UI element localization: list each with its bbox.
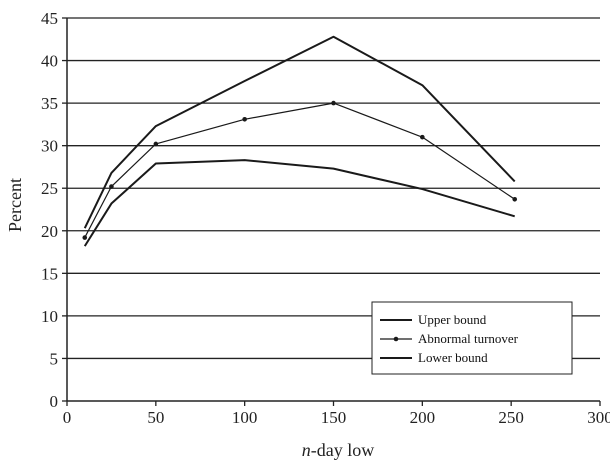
x-tick-label-150: 150 <box>321 408 347 427</box>
x-axis-title: n-day low <box>302 440 374 460</box>
x-tick-label-300: 300 <box>587 408 610 427</box>
legend-item-abnormal-turnover: Abnormal turnover <box>380 331 519 346</box>
legend-item-lower-bound: Lower bound <box>380 350 488 365</box>
series-line-upper-bound <box>83 35 516 229</box>
y-tick-label-25: 25 <box>41 179 58 198</box>
y-axis-title: Percent <box>5 178 25 232</box>
x-tick-label-100: 100 <box>232 408 258 427</box>
data-point-abnormal-turnover-6 <box>512 196 518 202</box>
data-point-abnormal-turnover-4 <box>331 100 336 106</box>
series-line-lower-bound <box>83 159 516 247</box>
x-tick-label-250: 250 <box>498 408 524 427</box>
axes <box>66 18 600 402</box>
x-tick-label-0: 0 <box>63 408 72 427</box>
legend-label-abnormal-turnover: Abnormal turnover <box>418 331 519 346</box>
legend-box <box>371 301 573 375</box>
y-tick-label-5: 5 <box>50 349 59 368</box>
legend-marker-abnormal-turnover <box>393 336 399 342</box>
data-point-abnormal-turnover-5 <box>420 134 425 140</box>
legend-item-upper-bound: Upper bound <box>380 312 487 327</box>
y-tick-label-20: 20 <box>41 222 58 241</box>
data-point-abnormal-turnover-2 <box>153 141 159 147</box>
y-tick-label-40: 40 <box>41 52 58 71</box>
data-point-abnormal-turnover-3 <box>242 116 247 122</box>
y-tick-label-45: 45 <box>41 9 58 28</box>
data-point-abnormal-turnover-1 <box>109 184 114 189</box>
y-tick-labels: 0 5 10 15 20 25 30 35 40 45 <box>41 9 58 411</box>
x-axis-title-rest: -day low <box>311 440 374 460</box>
y-tick-label-0: 0 <box>50 392 59 411</box>
y-tick-label-30: 30 <box>41 137 58 156</box>
legend: Upper bound Abnormal turnover Lower boun… <box>371 301 573 375</box>
legend-label-lower-bound: Lower bound <box>418 350 488 365</box>
x-tick-label-50: 50 <box>147 408 164 427</box>
y-tick-label-35: 35 <box>41 94 58 113</box>
x-tick-label-200: 200 <box>410 408 436 427</box>
y-tick-label-10: 10 <box>41 307 58 326</box>
y-tick-label-15: 15 <box>41 264 58 283</box>
x-tick-labels: 0 50 100 150 200 250 300 <box>63 408 610 427</box>
legend-label-upper-bound: Upper bound <box>418 312 487 327</box>
data-point-abnormal-turnover-0 <box>82 235 88 240</box>
x-axis-title-italic: n <box>302 440 311 460</box>
series-group <box>82 35 518 247</box>
